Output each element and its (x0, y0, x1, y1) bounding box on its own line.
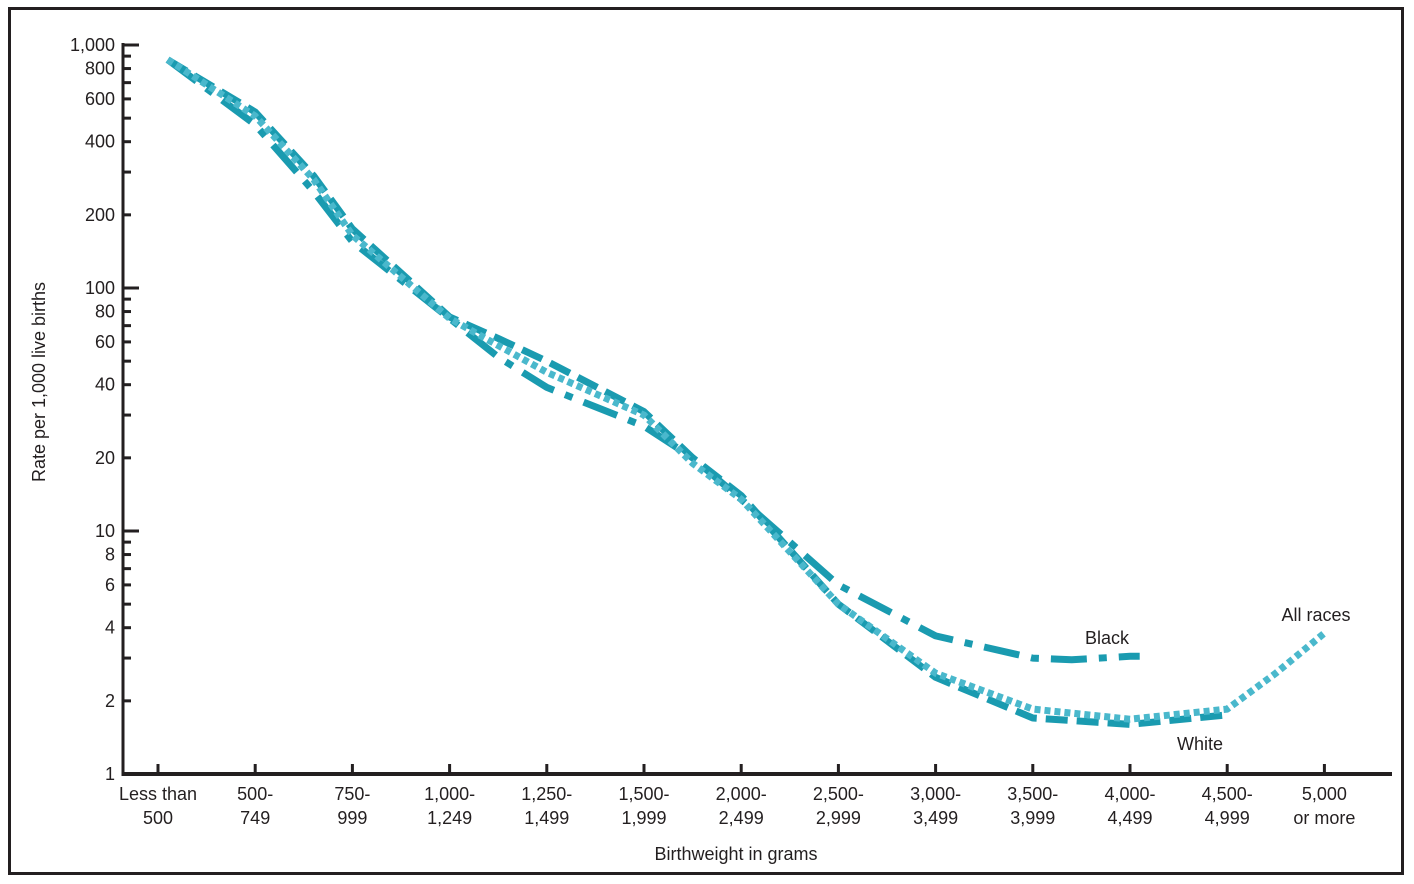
x-category-line: 1,000- (424, 784, 475, 804)
x-category-line: 5,000 (1302, 784, 1347, 804)
axes: 1,000 800 600 400 200 100 80 60 40 20 10 8 6 4 2 1Less … (29, 35, 1392, 864)
y-tick-label: 400 (85, 132, 115, 152)
x-category-label: 1,250- 1,499 (521, 784, 572, 828)
series-label-black: Black (1085, 628, 1130, 648)
x-category-line: 4,499 (1107, 808, 1152, 828)
x-category-label: 3,500- 3,999 (1007, 784, 1058, 828)
x-category-line: 1,499 (524, 808, 569, 828)
x-category-line: 500- (237, 784, 273, 804)
y-tick-label: 1,000 (70, 35, 115, 55)
y-tick-label: 20 (95, 448, 115, 468)
x-category-line: 4,500- (1202, 784, 1253, 804)
x-category-line: 3,499 (913, 808, 958, 828)
x-category-line: 750- (334, 784, 370, 804)
x-category-line: 2,000- (716, 784, 767, 804)
x-category-label: 1,000- 1,249 (424, 784, 475, 828)
x-category-label: 3,000- 3,499 (910, 784, 961, 828)
x-category-line: 1,999 (621, 808, 666, 828)
x-category-line: Less than (119, 784, 197, 804)
x-category-line: 4,999 (1205, 808, 1250, 828)
x-category-line: 1,249 (427, 808, 472, 828)
y-tick-label: 100 (85, 278, 115, 298)
x-category-line: 2,500- (813, 784, 864, 804)
x-category-line: 3,000- (910, 784, 961, 804)
series-line-black (165, 56, 1140, 664)
y-tick-label: 60 (95, 332, 115, 352)
y-tick-label: 200 (85, 205, 115, 225)
y-tick-label: 80 (95, 302, 115, 322)
x-category-line: 749 (240, 808, 270, 828)
x-category-label: 2,500- 2,999 (813, 784, 864, 828)
x-category-label: 5,000 or more (1293, 784, 1355, 828)
y-tick-label: 600 (85, 89, 115, 109)
x-category-line: 500 (143, 808, 173, 828)
x-category-label: 1,500- 1,999 (618, 784, 669, 828)
x-category-label: 4,000- 4,499 (1104, 784, 1155, 828)
x-category-line: 3,500- (1007, 784, 1058, 804)
x-category-label: 4,500- 4,999 (1202, 784, 1253, 828)
x-category-label: Less than 500 (119, 784, 197, 828)
x-category-line: 2,999 (816, 808, 861, 828)
x-category-line: 1,500- (618, 784, 669, 804)
x-category-line: 999 (337, 808, 367, 828)
y-tick-label: 1 (105, 764, 115, 784)
series-line-all-races (165, 56, 1327, 723)
x-category-line: 3,999 (1010, 808, 1055, 828)
series-line-white (165, 56, 1228, 728)
chart-frame: 1,000 800 600 400 200 100 80 60 40 20 10 8 6 4 2 1 Less … (8, 7, 1404, 875)
x-category-label: 500- 749 (237, 784, 273, 828)
x-axis-title: Birthweight in grams (654, 844, 817, 864)
x-category-label: 750- 999 (334, 784, 370, 828)
y-tick-label: 2 (105, 691, 115, 711)
y-tick-label: 4 (105, 618, 115, 638)
series-layer (165, 56, 1327, 728)
x-category-line: 1,250- (521, 784, 572, 804)
y-tick-label: 8 (105, 545, 115, 565)
y-tick-label: 6 (105, 575, 115, 595)
y-tick-label: 800 (85, 59, 115, 79)
x-category-label: 2,000- 2,499 (716, 784, 767, 828)
line-chart: 1,000 800 600 400 200 100 80 60 40 20 10 8 6 4 2 1Less … (29, 35, 1392, 864)
labels-layer: Black White All races (1085, 605, 1351, 754)
y-tick-label: 40 (95, 375, 115, 395)
y-axis-title: Rate per 1,000 live births (29, 282, 49, 482)
y-tick-label: 10 (95, 521, 115, 541)
series-label-white: White (1177, 734, 1223, 754)
x-category-line: 4,000- (1104, 784, 1155, 804)
x-category-line: or more (1293, 808, 1355, 828)
series-label-all-races: All races (1281, 605, 1350, 625)
x-category-line: 2,499 (719, 808, 764, 828)
